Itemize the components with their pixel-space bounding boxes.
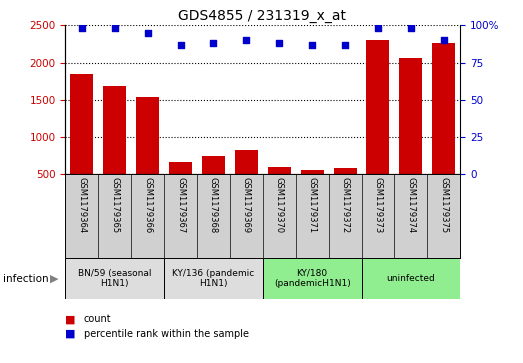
- Point: [143, 30, 152, 36]
- Point: [440, 37, 448, 43]
- Text: GSM1179364: GSM1179364: [77, 177, 86, 233]
- Bar: [136, 97, 159, 211]
- Text: GSM1179366: GSM1179366: [143, 177, 152, 233]
- Point: [77, 25, 86, 31]
- Text: GSM1179365: GSM1179365: [110, 177, 119, 233]
- Text: ▶: ▶: [50, 274, 58, 284]
- Bar: [361, 258, 460, 299]
- Bar: [301, 170, 324, 211]
- Text: KY/180
(pandemicH1N1): KY/180 (pandemicH1N1): [274, 269, 350, 288]
- Text: GSM1179367: GSM1179367: [176, 177, 185, 233]
- Text: percentile rank within the sample: percentile rank within the sample: [84, 329, 248, 339]
- Text: count: count: [84, 314, 111, 325]
- Text: BN/59 (seasonal
H1N1): BN/59 (seasonal H1N1): [78, 269, 152, 288]
- Bar: [433, 43, 456, 211]
- Text: ■: ■: [65, 314, 76, 325]
- Text: KY/136 (pandemic
H1N1): KY/136 (pandemic H1N1): [172, 269, 255, 288]
- Point: [308, 42, 316, 48]
- Bar: [334, 168, 357, 211]
- Text: infection: infection: [3, 274, 48, 284]
- Bar: [169, 162, 192, 211]
- Point: [275, 40, 283, 46]
- Text: GSM1179368: GSM1179368: [209, 177, 218, 233]
- Text: GSM1179375: GSM1179375: [439, 177, 448, 233]
- Text: ■: ■: [65, 329, 76, 339]
- Text: GSM1179372: GSM1179372: [340, 177, 349, 233]
- Text: GSM1179374: GSM1179374: [406, 177, 415, 233]
- Bar: [263, 258, 361, 299]
- Point: [407, 25, 415, 31]
- Text: GDS4855 / 231319_x_at: GDS4855 / 231319_x_at: [177, 9, 346, 23]
- Bar: [367, 40, 390, 211]
- Point: [374, 25, 382, 31]
- Bar: [164, 258, 263, 299]
- Text: uninfected: uninfected: [386, 274, 435, 283]
- Text: GSM1179369: GSM1179369: [242, 177, 251, 233]
- Bar: [268, 167, 291, 211]
- Text: GSM1179373: GSM1179373: [373, 177, 382, 233]
- Point: [341, 42, 349, 48]
- Text: GSM1179370: GSM1179370: [275, 177, 284, 233]
- Bar: [65, 258, 164, 299]
- Bar: [235, 150, 258, 211]
- Bar: [70, 74, 93, 211]
- Point: [110, 25, 119, 31]
- Point: [242, 37, 251, 43]
- Bar: [400, 58, 423, 211]
- Bar: [103, 86, 126, 211]
- Text: GSM1179371: GSM1179371: [308, 177, 316, 233]
- Point: [209, 40, 218, 46]
- Bar: [202, 156, 225, 211]
- Point: [176, 42, 185, 48]
